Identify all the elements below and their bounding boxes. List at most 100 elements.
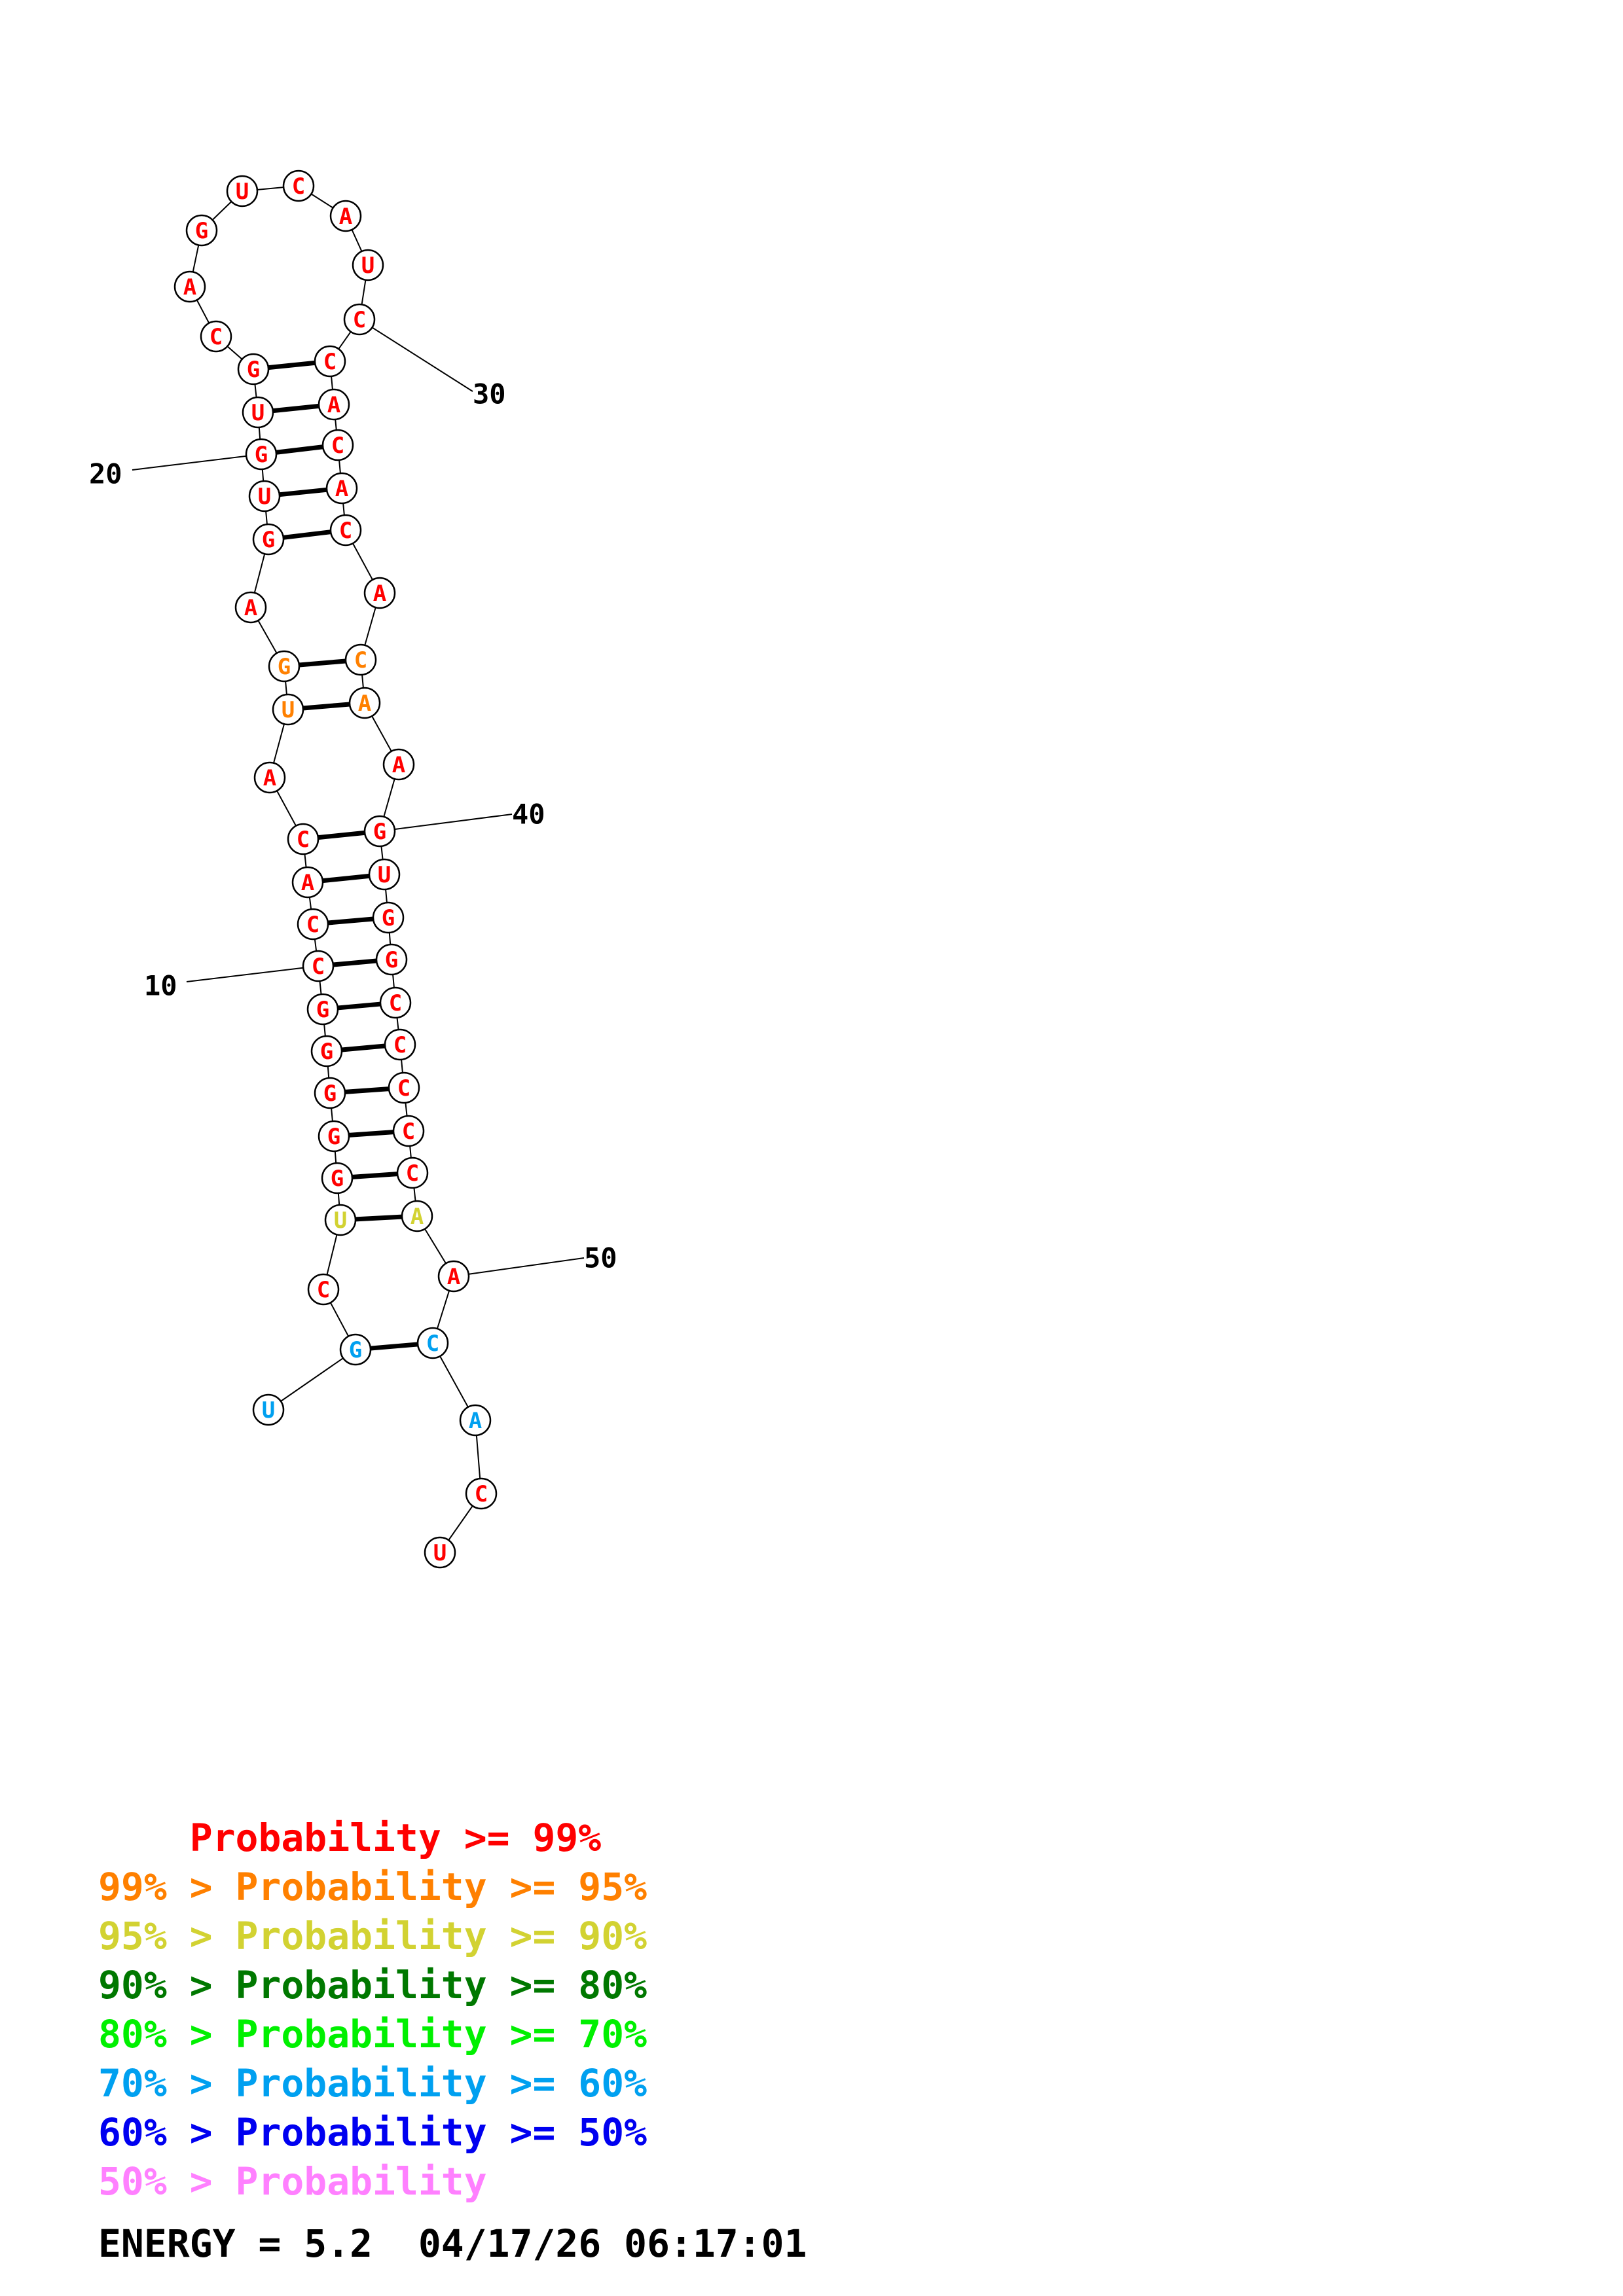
- legend-prefix: 90% >: [98, 1963, 236, 2007]
- nucleotide: C: [297, 908, 329, 941]
- nucleotide: G: [363, 815, 396, 848]
- nucleotide: C: [344, 643, 377, 676]
- nucleotide-base: G: [262, 527, 275, 553]
- nucleotide-base: U: [378, 862, 391, 888]
- position-label-leader: [186, 965, 319, 982]
- position-label: 10: [144, 970, 177, 1002]
- nucleotide-circle: [459, 1404, 492, 1437]
- position-label-leader: [379, 814, 513, 832]
- nucleotide-base: G: [382, 905, 395, 931]
- nucleotide-base: G: [247, 357, 260, 383]
- nucleotide-circle: [379, 986, 412, 1019]
- nucleotide-circle: [363, 815, 396, 848]
- base-pair-bond: [283, 529, 331, 540]
- nucleotide-circle: [339, 1333, 372, 1366]
- nucleotide-circle: [329, 514, 362, 547]
- nucleotide-circle: [282, 170, 315, 202]
- nucleotide-circle: [344, 643, 377, 676]
- base-pair-bond: [327, 916, 374, 925]
- nucleotide-base: C: [312, 954, 325, 980]
- nucleotide: A: [459, 1404, 492, 1437]
- nucleotide: G: [237, 353, 270, 386]
- nucleotide-circle: [252, 1393, 285, 1426]
- nucleotide: U: [272, 693, 304, 726]
- nucleotide: C: [321, 429, 354, 461]
- nucleotide-circle: [237, 353, 270, 386]
- nucleotide-circle: [392, 1115, 425, 1147]
- nucleotide-base: U: [262, 1397, 275, 1424]
- nucleotide-circle: [318, 388, 350, 421]
- nucleotide: C: [384, 1028, 416, 1061]
- nucleotide-circle: [348, 687, 381, 719]
- legend-line: 50% > Probability: [98, 2159, 487, 2204]
- nucleotide-circle: [321, 1162, 354, 1194]
- nucleotide-circle: [314, 345, 346, 378]
- nucleotide-base: C: [292, 173, 305, 200]
- legend-line: 90% > Probability >= 80%: [98, 1963, 647, 2007]
- nucleotide-circle: [245, 438, 278, 471]
- nucleotide-base: A: [358, 691, 371, 717]
- nucleotide-base: G: [327, 1124, 340, 1150]
- nucleotide-base: C: [475, 1481, 488, 1507]
- base-pair-bond: [272, 403, 319, 414]
- nucleotide-base: A: [469, 1408, 482, 1434]
- nucleotide-circle: [388, 1071, 420, 1104]
- nucleotide: C: [302, 950, 335, 982]
- nucleotide-circle: [200, 320, 232, 353]
- nucleotide-circle: [248, 480, 281, 512]
- nucleotide: U: [226, 175, 259, 207]
- position-label-leader: [359, 319, 473, 392]
- nucleotide-base: G: [373, 819, 386, 845]
- nucleotide-base: C: [389, 990, 402, 1016]
- nucleotide-base: C: [331, 433, 344, 459]
- nucleotide-circle: [424, 1536, 456, 1569]
- nucleotide-circle: [242, 396, 274, 429]
- nucleotide-circle: [324, 1204, 357, 1236]
- legend-label: Probability >= 80%: [236, 1963, 647, 2007]
- position-label: 50: [584, 1242, 617, 1274]
- nucleotide: G: [306, 993, 339, 1026]
- base-pair-bond: [279, 487, 327, 497]
- nucleotide: A: [173, 270, 206, 303]
- nucleotide-base: G: [316, 997, 329, 1023]
- nucleotide-base: U: [236, 179, 249, 205]
- nucleotide-circle: [268, 650, 301, 683]
- nucleotide-base: A: [301, 870, 314, 896]
- legend-prefix: 80% >: [98, 2012, 236, 2056]
- nucleotide-base: C: [426, 1331, 439, 1357]
- nucleotide: A: [329, 200, 362, 232]
- nucleotide-circle: [173, 270, 206, 303]
- base-pair-bond: [352, 1172, 398, 1179]
- legend-label: Probability >= 90%: [236, 1914, 647, 1958]
- nucleotide-base: C: [306, 912, 319, 938]
- nucleotide-base: A: [392, 752, 405, 778]
- nucleotide-base: U: [334, 1208, 347, 1234]
- nucleotide-base: C: [402, 1119, 415, 1145]
- legend-label: Probability >= 70%: [236, 2012, 647, 2056]
- legend-line: 60% > Probability >= 50%: [98, 2110, 647, 2155]
- nucleotide: G: [321, 1162, 354, 1194]
- nucleotide: A: [325, 472, 358, 505]
- base-pair-bond: [355, 1214, 403, 1222]
- nucleotide: C: [388, 1071, 420, 1104]
- nucleotide: C: [416, 1327, 449, 1359]
- nucleotide: A: [363, 577, 396, 609]
- legend-label: Probability >= 95%: [236, 1865, 647, 1909]
- legend-label: Probability >= 60%: [236, 2061, 647, 2106]
- base-pair-bond: [268, 360, 316, 370]
- nucleotide: C: [307, 1273, 340, 1306]
- position-label: 30: [473, 378, 506, 410]
- nucleotide-base: C: [393, 1032, 407, 1058]
- nucleotide-base: A: [339, 204, 352, 230]
- legend-prefix: 70% >: [98, 2061, 236, 2106]
- nucleotide-circle: [307, 1273, 340, 1306]
- base-pair-bond: [337, 1001, 381, 1011]
- nucleotide-base: C: [297, 827, 310, 853]
- nucleotide-base: C: [339, 518, 352, 544]
- nucleotide: G: [268, 650, 301, 683]
- legend-line: 70% > Probability >= 60%: [98, 2061, 647, 2106]
- base-pair-bond: [344, 1086, 390, 1094]
- position-label: 20: [89, 458, 122, 490]
- base-pair-bond: [318, 830, 365, 840]
- nucleotide-circle: [363, 577, 396, 609]
